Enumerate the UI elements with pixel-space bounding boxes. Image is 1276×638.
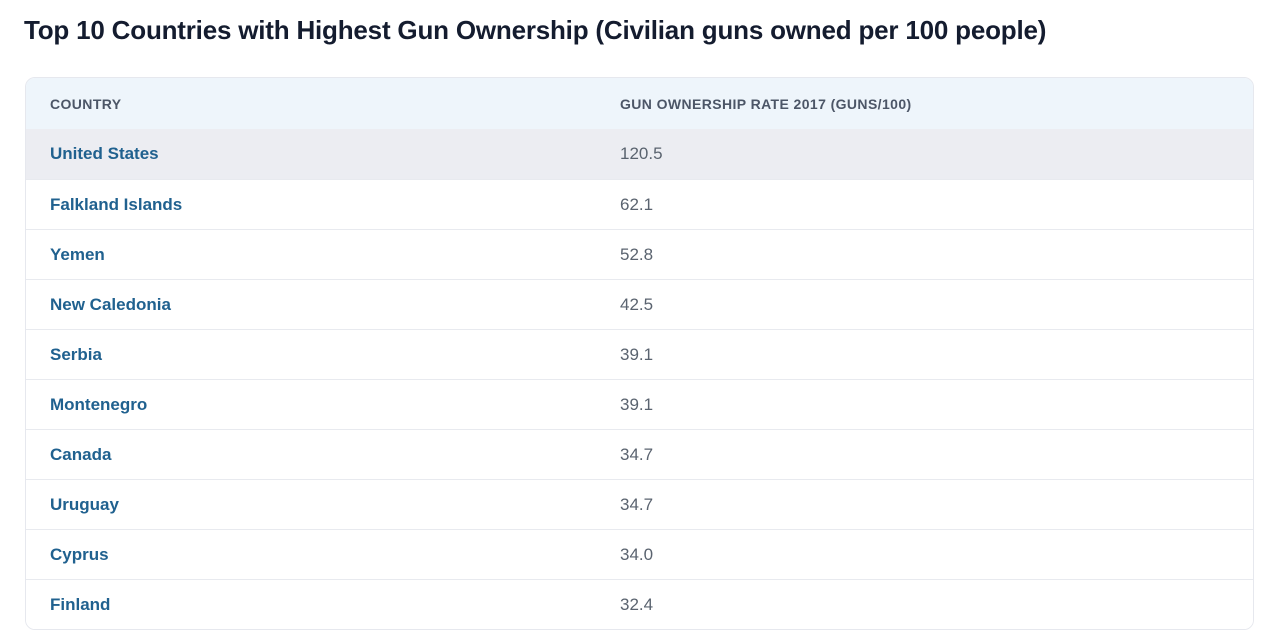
table-row: Yemen 52.8 bbox=[26, 229, 1253, 279]
country-link[interactable]: Yemen bbox=[50, 244, 105, 264]
column-header-country: COUNTRY bbox=[50, 95, 122, 112]
table-header-row: COUNTRY GUN OWNERSHIP RATE 2017 (GUNS/10… bbox=[26, 78, 1253, 129]
country-cell: Canada bbox=[26, 445, 596, 465]
page-title: Top 10 Countries with Highest Gun Owners… bbox=[24, 15, 1047, 45]
rate-value: 32.4 bbox=[620, 594, 654, 614]
rate-value: 34.0 bbox=[620, 544, 654, 564]
country-link[interactable]: Cyprus bbox=[50, 544, 109, 564]
country-link[interactable]: Montenegro bbox=[50, 394, 148, 414]
country-link[interactable]: New Caledonia bbox=[50, 294, 171, 314]
country-cell: New Caledonia bbox=[26, 295, 596, 315]
country-cell: Uruguay bbox=[26, 495, 596, 515]
country-cell: Montenegro bbox=[26, 395, 596, 415]
table-row: Uruguay 34.7 bbox=[26, 479, 1253, 529]
rate-value: 39.1 bbox=[620, 344, 654, 364]
table-row: United States 120.5 bbox=[26, 129, 1253, 179]
table-row: Finland 32.4 bbox=[26, 579, 1253, 629]
country-cell: Falkland Islands bbox=[26, 195, 596, 215]
rate-value: 34.7 bbox=[620, 494, 654, 514]
country-cell: Finland bbox=[26, 595, 596, 615]
country-cell: Cyprus bbox=[26, 545, 596, 565]
country-link[interactable]: Serbia bbox=[50, 344, 102, 364]
rate-value: 120.5 bbox=[620, 144, 663, 163]
rate-value: 62.1 bbox=[620, 194, 654, 214]
table-row: Montenegro 39.1 bbox=[26, 379, 1253, 429]
rate-value: 39.1 bbox=[620, 394, 654, 414]
country-link[interactable]: United States bbox=[50, 144, 159, 163]
country-cell: Serbia bbox=[26, 345, 596, 365]
table-header: COUNTRY GUN OWNERSHIP RATE 2017 (GUNS/10… bbox=[26, 78, 1253, 129]
table-row: Falkland Islands 62.1 bbox=[26, 179, 1253, 229]
country-link[interactable]: Canada bbox=[50, 444, 112, 464]
rate-value: 52.8 bbox=[620, 244, 654, 264]
table-body: United States 120.5 Falkland Islands 62.… bbox=[26, 129, 1253, 629]
table-row: Cyprus 34.0 bbox=[26, 529, 1253, 579]
country-cell: United States bbox=[26, 144, 596, 164]
table-row: Serbia 39.1 bbox=[26, 329, 1253, 379]
table-row: Canada 34.7 bbox=[26, 429, 1253, 479]
gun-ownership-table: COUNTRY GUN OWNERSHIP RATE 2017 (GUNS/10… bbox=[25, 77, 1254, 630]
rate-value: 42.5 bbox=[620, 294, 654, 314]
country-link[interactable]: Falkland Islands bbox=[50, 194, 183, 214]
rate-value: 34.7 bbox=[620, 444, 654, 464]
country-link[interactable]: Finland bbox=[50, 594, 111, 614]
column-header-rate: GUN OWNERSHIP RATE 2017 (GUNS/100) bbox=[620, 95, 912, 112]
country-link[interactable]: Uruguay bbox=[50, 494, 119, 514]
country-cell: Yemen bbox=[26, 245, 596, 265]
table-row: New Caledonia 42.5 bbox=[26, 279, 1253, 329]
